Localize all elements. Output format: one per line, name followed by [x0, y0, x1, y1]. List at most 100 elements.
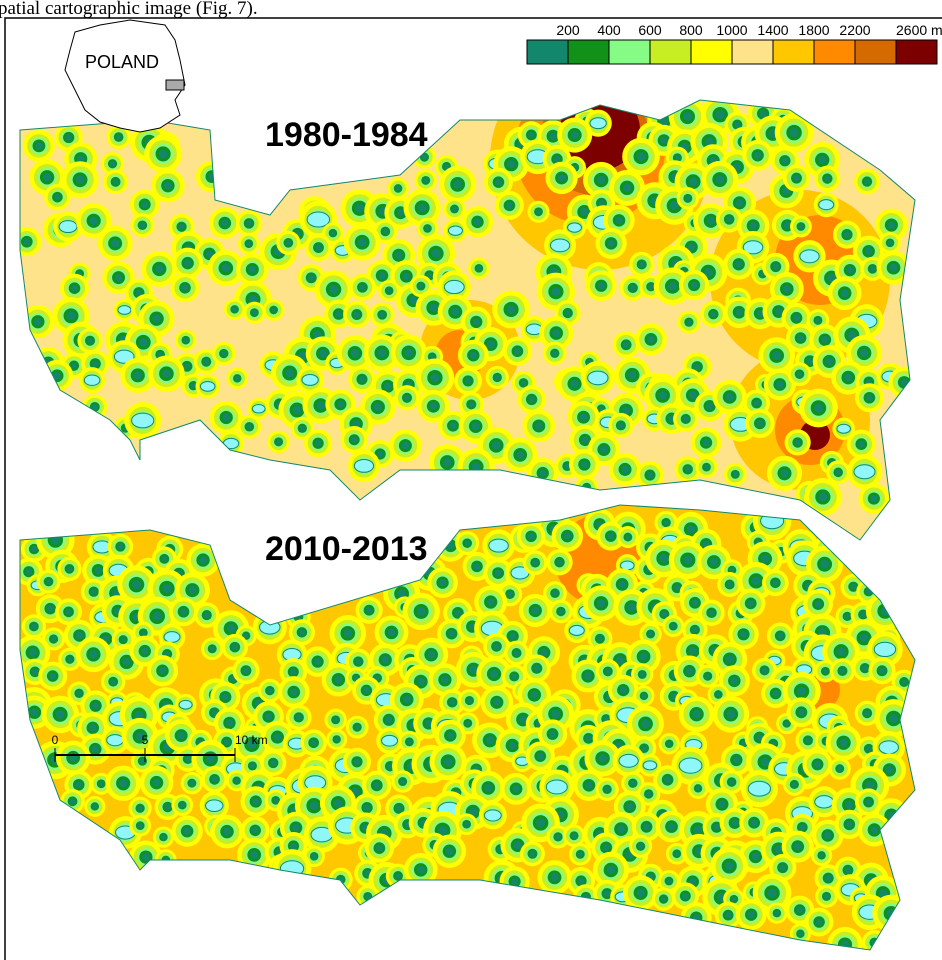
buffer-zone [92, 702, 99, 709]
buffer-zone [49, 673, 56, 680]
buffer-zone [430, 373, 439, 382]
buffer-zone [447, 732, 454, 739]
buffer-zone [726, 216, 732, 222]
buffer-zone [492, 441, 501, 450]
buffer-zone [404, 395, 410, 401]
buffer-zone [706, 402, 713, 409]
buffer-zone [551, 287, 560, 296]
buffer-zone [184, 363, 190, 369]
buffer-zone [597, 599, 605, 607]
buffer-zone [823, 669, 828, 674]
buffer-zone [354, 724, 359, 729]
buffer-zone [122, 658, 130, 666]
buffer-zone [793, 314, 800, 321]
buffer-zone [756, 420, 763, 427]
buffer-zone [90, 217, 98, 225]
buffer-zone [889, 714, 898, 723]
scale-label: 10 km [235, 733, 268, 747]
buffer-zone [864, 179, 870, 185]
buffer-zone [286, 240, 292, 246]
buffer-zone [153, 779, 161, 787]
buffer-zone [514, 841, 522, 849]
buffer-zone [668, 282, 677, 291]
legend-label: 1800 [798, 22, 829, 38]
buffer-zone [117, 544, 123, 550]
buffer-zone [134, 371, 142, 379]
buffer-zone [249, 266, 257, 274]
buffer-zone [366, 607, 372, 613]
buffer-zone [407, 739, 412, 744]
buffer-zone [784, 222, 791, 229]
buffer-zone [199, 556, 207, 564]
buffer-zone [448, 630, 455, 637]
buffer-zone [555, 834, 560, 839]
buffer-zone [417, 607, 426, 616]
buffer-zone [312, 854, 317, 859]
buffer-zone [47, 605, 54, 612]
water-body [448, 226, 462, 235]
buffer-zone [76, 632, 83, 639]
buffer-zone [75, 781, 82, 788]
buffer-zone [165, 804, 171, 810]
buffer-zone [271, 307, 276, 312]
buffer-zone [870, 826, 878, 834]
buffer-zone [384, 382, 392, 390]
buffer-zone [565, 310, 571, 316]
map-2010 [0, 490, 942, 960]
buffer-zone [666, 878, 671, 883]
buffer-zone [54, 194, 60, 200]
buffer-zone [890, 264, 898, 272]
buffer-zone [31, 546, 37, 552]
buffer-zone [776, 381, 783, 388]
buffer-zone [640, 672, 645, 677]
buffer-zone [404, 349, 413, 358]
water-body [679, 758, 702, 773]
buffer-zone [726, 393, 734, 401]
buffer-zone [162, 584, 171, 593]
buffer-zone [358, 238, 367, 247]
buffer-zone [671, 624, 676, 629]
buffer-zone [818, 493, 827, 502]
buffer-zone [704, 465, 709, 470]
buffer-zone [32, 669, 38, 675]
buffer-zone [886, 766, 894, 774]
buffer-zone [296, 714, 302, 720]
page: patial cartographic image (Fig. 7). POLA… [0, 0, 942, 960]
buffer-zone [708, 610, 714, 616]
inset-map: POLAND [65, 20, 185, 132]
buffer-zone [343, 629, 352, 638]
buffer-zone [552, 351, 557, 356]
buffer-zone [689, 647, 697, 655]
buffer-zone [888, 221, 896, 229]
buffer-zone [446, 847, 454, 855]
buffer-zone [761, 758, 770, 767]
inset-label: POLAND [85, 52, 159, 72]
buffer-zone [752, 853, 760, 861]
buffer-zone [267, 688, 273, 694]
buffer-zone [493, 698, 501, 706]
buffer-zone [355, 204, 364, 213]
buffer-zone [696, 786, 701, 791]
buffer-zone [290, 669, 296, 675]
buffer-zone [687, 525, 695, 533]
water-body [354, 459, 373, 472]
buffer-zone [507, 591, 513, 597]
buffer-zone [837, 647, 846, 656]
buffer-zone [598, 282, 605, 289]
buffer-zone [132, 580, 141, 589]
water-body [854, 465, 875, 479]
buffer-zone [252, 310, 257, 315]
buffer-zone [753, 400, 759, 406]
buffer-zone [571, 131, 579, 139]
buffer-zone [821, 336, 828, 343]
buffer-zone [141, 630, 146, 635]
buffer-zone [31, 624, 37, 630]
buffer-zone [246, 220, 252, 226]
buffer-zone [474, 218, 481, 225]
buffer-zone [558, 609, 564, 615]
buffer-zone [768, 888, 777, 897]
buffer-zone [661, 896, 666, 901]
buffer-zone [683, 556, 692, 565]
buffer-zone [835, 470, 841, 476]
water-body [444, 280, 464, 293]
